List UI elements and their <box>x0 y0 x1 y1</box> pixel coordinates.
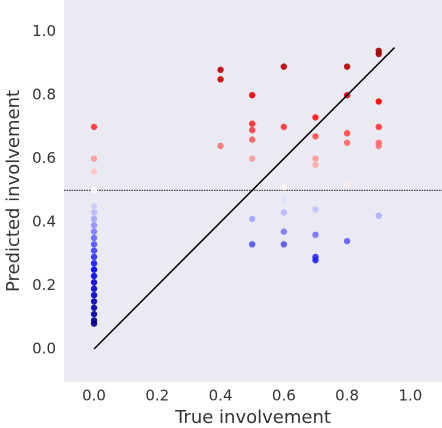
point <box>343 139 351 146</box>
point <box>375 98 382 105</box>
x-tick-label: 0.8 <box>335 387 359 405</box>
y-tick-label: 0.4 <box>32 213 56 231</box>
x-axis-label: True involvement <box>174 407 331 428</box>
point <box>217 66 224 74</box>
point <box>90 228 98 235</box>
point <box>280 183 288 191</box>
point <box>343 180 351 188</box>
point <box>375 142 382 150</box>
y-axis-label: Predicted involvement <box>3 90 24 292</box>
point <box>90 234 98 242</box>
point <box>249 126 256 134</box>
y-tick-label: 1.0 <box>32 22 56 40</box>
point <box>343 130 351 137</box>
point <box>217 76 224 83</box>
point <box>280 123 288 131</box>
point <box>343 63 351 70</box>
point <box>90 222 98 229</box>
point <box>375 50 382 58</box>
point <box>280 228 288 235</box>
x-tick-label: 0.2 <box>145 387 169 405</box>
point <box>90 304 98 311</box>
point <box>249 241 256 248</box>
point <box>312 231 319 238</box>
point <box>90 266 98 273</box>
point <box>375 212 382 219</box>
point <box>90 320 98 327</box>
point <box>90 203 98 210</box>
x-tick-label: 0.6 <box>272 387 296 405</box>
x-tick-label: 1.0 <box>398 387 422 405</box>
point <box>249 120 256 127</box>
y-tick-label: 0.2 <box>32 276 56 294</box>
point <box>249 91 256 99</box>
point <box>312 161 319 169</box>
point <box>90 168 98 175</box>
point <box>312 114 319 121</box>
point <box>90 215 98 223</box>
point <box>280 63 288 70</box>
point <box>343 237 351 245</box>
point <box>90 155 98 162</box>
point <box>312 206 319 213</box>
point <box>249 136 256 143</box>
point <box>217 142 224 150</box>
y-tick-label: 0.6 <box>32 149 56 167</box>
point <box>90 298 98 305</box>
point <box>90 187 98 194</box>
point <box>90 123 98 131</box>
point <box>90 310 98 318</box>
point <box>90 272 98 280</box>
point <box>280 209 288 216</box>
point <box>312 256 319 264</box>
x-tick-label: 0.4 <box>209 387 233 405</box>
point <box>312 133 319 140</box>
x-tick-label: 0.0 <box>82 387 106 405</box>
point <box>90 247 98 254</box>
point <box>90 291 98 299</box>
point <box>280 241 288 248</box>
point <box>280 196 288 204</box>
point <box>90 260 98 267</box>
point <box>90 285 98 292</box>
point <box>249 215 256 223</box>
point <box>375 123 382 131</box>
point <box>90 279 98 286</box>
y-tick-label: 0.8 <box>32 86 56 104</box>
point <box>90 209 98 216</box>
y-tick-label: 0.0 <box>32 340 56 358</box>
point <box>90 253 98 261</box>
point <box>312 155 319 162</box>
diagonal-line <box>93 47 396 350</box>
point <box>249 155 256 162</box>
point <box>90 241 98 248</box>
